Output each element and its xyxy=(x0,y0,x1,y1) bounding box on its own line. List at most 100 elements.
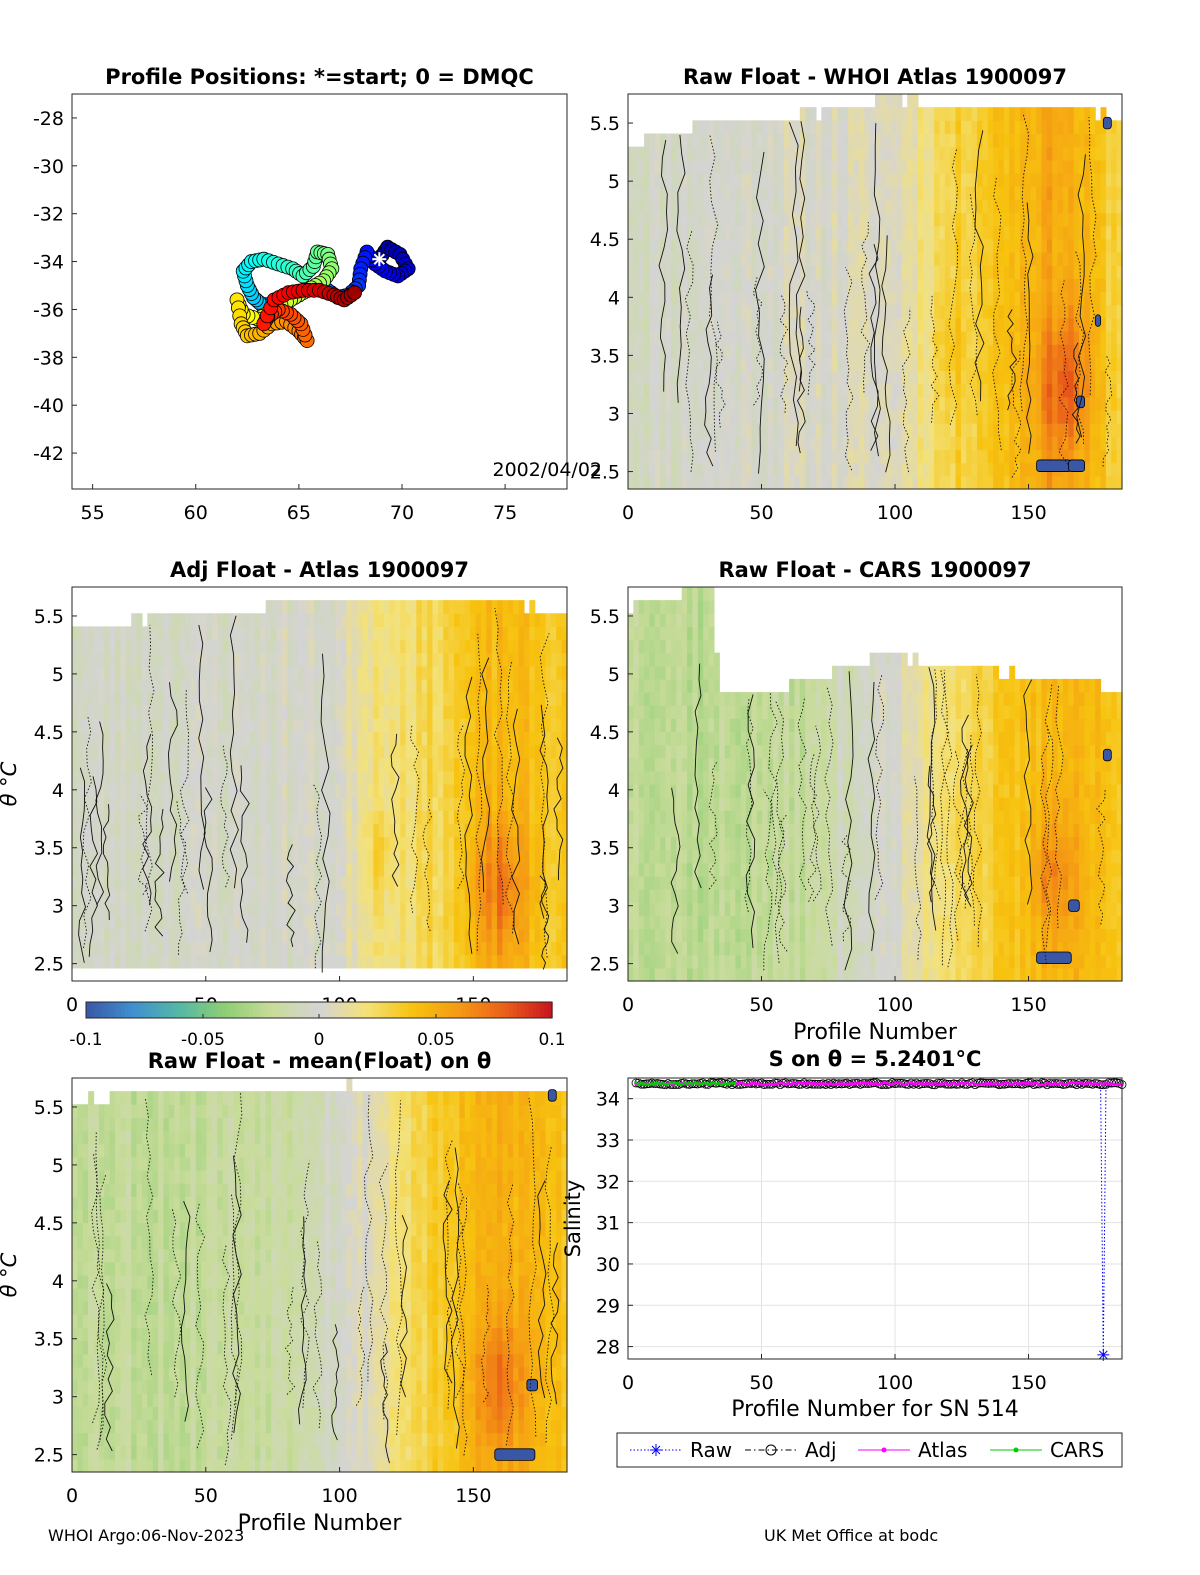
heatmap-cell xyxy=(649,423,656,437)
heatmap-cell xyxy=(233,784,240,798)
heatmap-cell xyxy=(740,120,747,135)
heatmap-cell xyxy=(665,370,672,385)
heatmap-cell xyxy=(934,291,941,306)
heatmap-cell xyxy=(292,915,299,930)
heatmap-cell xyxy=(832,238,839,253)
heatmap-cell xyxy=(853,238,860,253)
heatmap-cell xyxy=(644,344,651,358)
heatmap-cell xyxy=(448,731,455,746)
heatmap-cell xyxy=(740,252,747,266)
heatmap-cell xyxy=(762,159,769,174)
heatmap-cell xyxy=(346,902,353,916)
heatmap-cell xyxy=(681,436,688,451)
heatmap-cell xyxy=(885,449,892,464)
heatmap-cell xyxy=(384,836,391,851)
heatmap-cell xyxy=(158,928,165,943)
heatmap-cell xyxy=(955,120,962,135)
heatmap-cell xyxy=(351,744,358,759)
heatmap-cell xyxy=(308,613,315,627)
heatmap-cell xyxy=(335,849,342,864)
heatmap-cell xyxy=(815,423,822,437)
heatmap-cell xyxy=(373,665,380,680)
heatmap-cell xyxy=(805,344,812,358)
heatmap-cell xyxy=(351,678,358,693)
heatmap-cell xyxy=(357,613,364,627)
heatmap-cell xyxy=(848,133,855,148)
heatmap-cell xyxy=(475,626,482,641)
heatmap-cell xyxy=(1073,449,1080,464)
heatmap-cell xyxy=(1100,475,1107,490)
heatmap-cell xyxy=(400,692,407,706)
heatmap-cell xyxy=(416,770,423,785)
heatmap-cell xyxy=(319,902,326,916)
heatmap-cell xyxy=(676,396,683,411)
heatmap-cell xyxy=(654,304,661,319)
heatmap-cell xyxy=(238,797,245,811)
heatmap-cell xyxy=(832,317,839,332)
heatmap-cell xyxy=(346,875,353,890)
heatmap-cell xyxy=(362,941,369,956)
heatmap-cell xyxy=(864,462,871,477)
heatmap-cell xyxy=(730,475,736,490)
heatmap-cell xyxy=(864,410,871,424)
heatmap-cell xyxy=(93,718,100,733)
heatmap-cell xyxy=(982,278,989,293)
heatmap-cell xyxy=(1014,423,1021,437)
heatmap-cell xyxy=(1116,304,1123,319)
heatmap-cell xyxy=(357,889,364,903)
heatmap-cell xyxy=(120,875,127,890)
heatmap-cell xyxy=(1111,265,1118,279)
heatmap-cell xyxy=(109,862,116,877)
heatmap-cell xyxy=(950,146,957,161)
heatmap-cell xyxy=(848,291,855,306)
heatmap-cell xyxy=(141,954,148,969)
heatmap-cell xyxy=(238,928,245,943)
heatmap-cell xyxy=(228,823,235,838)
heatmap-cell xyxy=(109,784,116,798)
heatmap-cell xyxy=(174,810,181,824)
heatmap-cell xyxy=(341,862,348,877)
heatmap-cell xyxy=(1079,159,1086,174)
heatmap-cell xyxy=(944,396,951,411)
heatmap-cell xyxy=(628,225,634,240)
heatmap-cell xyxy=(885,344,892,358)
heatmap-cell xyxy=(346,928,353,943)
heatmap-cell xyxy=(756,238,763,253)
heatmap-cell xyxy=(799,436,806,451)
heatmap-cell xyxy=(244,692,251,706)
heatmap-cell xyxy=(697,146,704,161)
heatmap-cell xyxy=(789,304,796,319)
heatmap-cell xyxy=(676,159,683,174)
heatmap-cell xyxy=(1068,291,1075,306)
heatmap-cell xyxy=(950,186,957,200)
heatmap-cell xyxy=(1019,265,1026,279)
heatmap-cell xyxy=(125,665,132,680)
heatmap-cell xyxy=(719,173,726,187)
heatmap-cell xyxy=(810,278,817,293)
heatmap-cell xyxy=(853,304,860,319)
heatmap-cell xyxy=(864,449,871,464)
heatmap-cell xyxy=(448,915,455,930)
heatmap-cell xyxy=(378,849,385,864)
heatmap-cell xyxy=(470,810,477,824)
heatmap-cell xyxy=(195,849,202,864)
heatmap-cell xyxy=(168,665,175,680)
heatmap-cell xyxy=(201,784,208,798)
heatmap-cell xyxy=(432,692,439,706)
heatmap-cell xyxy=(1062,186,1069,200)
heatmap-cell xyxy=(141,639,148,654)
heatmap-cell xyxy=(136,836,143,851)
heatmap-cell xyxy=(891,304,898,319)
heatmap-cell xyxy=(692,252,699,266)
heatmap-cell xyxy=(427,954,434,969)
heatmap-cell xyxy=(454,954,460,969)
heatmap-cell xyxy=(810,199,817,214)
heatmap-cell xyxy=(319,600,326,614)
heatmap-cell xyxy=(810,133,817,148)
heatmap-cell xyxy=(1116,159,1123,174)
heatmap-cell xyxy=(1095,475,1102,490)
heatmap-cell xyxy=(756,252,763,266)
heatmap-cell xyxy=(1079,436,1086,451)
heatmap-cell xyxy=(837,436,844,451)
heatmap-cell xyxy=(654,449,661,464)
